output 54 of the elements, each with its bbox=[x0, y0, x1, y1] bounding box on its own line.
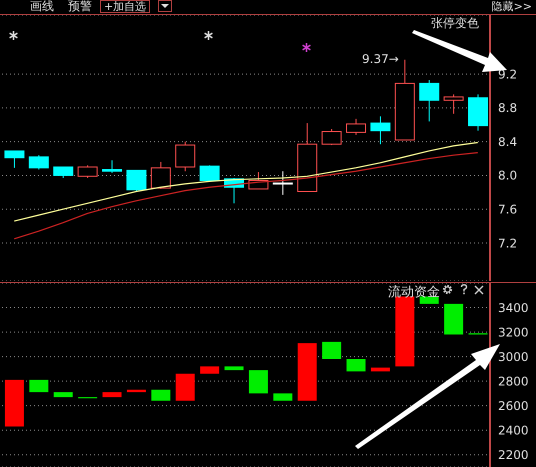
bar bbox=[346, 359, 366, 372]
y-tick-label: 2400 bbox=[498, 423, 529, 438]
y-tick-label: 3400 bbox=[498, 300, 529, 315]
text: 画线 bbox=[30, 0, 54, 13]
candlestick bbox=[102, 160, 122, 174]
y-tick-label: 2200 bbox=[498, 448, 529, 462]
y-tick-label: 3000 bbox=[498, 350, 529, 364]
candlestick bbox=[78, 164, 98, 178]
bar bbox=[420, 296, 439, 304]
bar bbox=[273, 393, 292, 401]
bar bbox=[370, 368, 390, 372]
bar bbox=[224, 366, 244, 370]
candlestick bbox=[150, 161, 171, 190]
candlestick bbox=[4, 150, 24, 168]
text: 隐藏>> bbox=[492, 0, 532, 13]
y-tick-label: 8.8 bbox=[498, 101, 518, 116]
bar bbox=[151, 390, 170, 401]
y-tick-label: 2600 bbox=[498, 398, 529, 413]
bar bbox=[444, 304, 464, 335]
candlestick bbox=[272, 170, 293, 196]
y-tick-label: 8.0 bbox=[498, 168, 518, 183]
bar bbox=[102, 392, 122, 398]
bar bbox=[126, 390, 146, 392]
candlestick bbox=[126, 170, 146, 192]
y-tick-label: 9.2 bbox=[498, 67, 518, 82]
y-tick-label: 3200 bbox=[498, 325, 529, 340]
bar bbox=[248, 370, 268, 394]
y-tick-label: 2800 bbox=[498, 374, 529, 388]
candlestick bbox=[28, 154, 49, 170]
candlestick bbox=[346, 118, 366, 136]
candlestick bbox=[175, 141, 196, 172]
line-series bbox=[14, 142, 478, 222]
y-tick-label: 7.6 bbox=[498, 202, 518, 216]
bar bbox=[54, 392, 73, 398]
bar bbox=[322, 342, 342, 360]
text: 预警 bbox=[68, 0, 92, 13]
candlestick bbox=[322, 128, 342, 146]
line-series bbox=[14, 152, 478, 240]
y-tick-label: 7.2 bbox=[498, 236, 518, 250]
y-tick-label: 8.4 bbox=[498, 134, 518, 149]
bar bbox=[4, 380, 24, 427]
candlestick bbox=[444, 94, 464, 114]
bar bbox=[200, 366, 220, 374]
chart-title: 流动资金 bbox=[388, 284, 440, 301]
bar bbox=[395, 296, 414, 366]
bar bbox=[176, 374, 195, 401]
annotation: 张停变色 bbox=[431, 15, 479, 32]
candlestick bbox=[419, 80, 440, 122]
candlestick bbox=[53, 166, 74, 178]
bar bbox=[298, 343, 317, 401]
annotation: 9.37→ bbox=[362, 52, 399, 66]
bar bbox=[29, 380, 48, 392]
text: +加自选 bbox=[100, 0, 150, 13]
candlestick bbox=[370, 116, 390, 145]
